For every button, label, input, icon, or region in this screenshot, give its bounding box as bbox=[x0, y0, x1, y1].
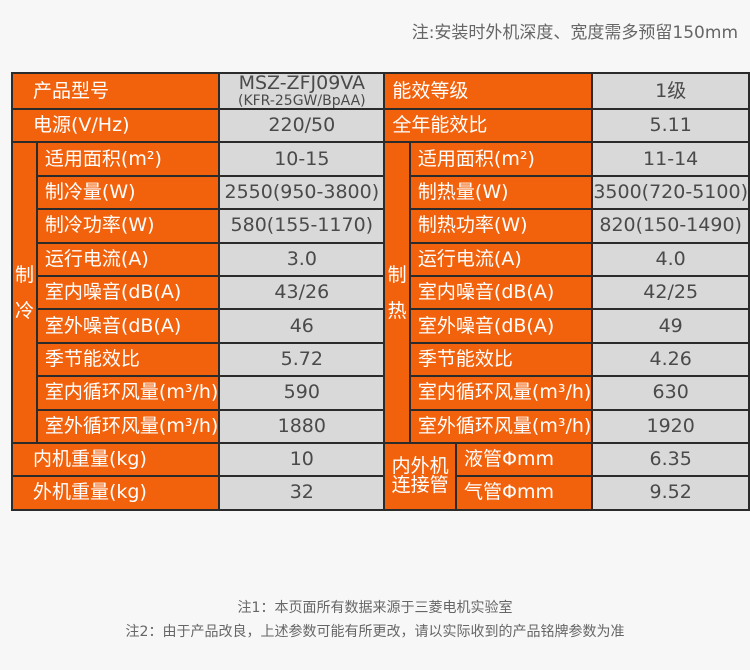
gas-pipe-label: 气管Φmm bbox=[455, 475, 594, 511]
cooling-row-label: 适用面积(m²) bbox=[35, 141, 221, 177]
table-row: 室内噪音(dB(A) 43/26 室内噪音(dB(A) 42/25 bbox=[12, 274, 750, 311]
cooling-row-label: 室外循环风量(m³/h) bbox=[35, 408, 221, 444]
outdoor-weight-label: 外机重量(kg) bbox=[10, 475, 221, 511]
heating-row-value: 4.26 bbox=[591, 341, 750, 378]
efficiency-grade-value: 1级 bbox=[591, 72, 750, 110]
cooling-row-value: 46 bbox=[218, 308, 386, 344]
heating-row-value: 49 bbox=[591, 308, 750, 344]
cooling-row-label: 季节能效比 bbox=[35, 341, 221, 378]
table-row: 内机重量(kg) 10 内外机 连接管 液管Φmm 6.35 bbox=[10, 441, 750, 511]
table-row: 运行电流(A) 3.0 运行电流(A) 4.0 bbox=[12, 241, 750, 277]
cooling-row-value: 5.72 bbox=[218, 341, 386, 378]
heating-row-value: 820(150-1490) bbox=[591, 208, 750, 244]
pipe-group-label: 内外机 连接管 bbox=[383, 441, 458, 511]
heating-row-label: 室外循环风量(m³/h) bbox=[408, 408, 594, 444]
model-number: MSZ-ZFJ09VA bbox=[238, 73, 366, 94]
cooling-row-label: 室外噪音(dB(A) bbox=[35, 308, 221, 344]
heating-row-value: 4.0 bbox=[591, 241, 750, 277]
heating-row-label: 室外噪音(dB(A) bbox=[408, 308, 594, 344]
liquid-pipe-value: 6.35 bbox=[591, 441, 750, 478]
heating-row-label: 室内噪音(dB(A) bbox=[408, 274, 594, 311]
power-value: 220/50 bbox=[218, 107, 386, 144]
table-row: 室外噪音(dB(A) 46 室外噪音(dB(A) 49 bbox=[12, 308, 750, 344]
cooling-row-value: 10-15 bbox=[218, 141, 386, 177]
liquid-pipe-label: 液管Φmm bbox=[455, 441, 594, 478]
heating-row-label: 适用面积(m²) bbox=[408, 141, 594, 177]
cooling-row-label: 室内循环风量(m³/h) bbox=[35, 375, 221, 411]
power-label: 电源(V/Hz) bbox=[10, 107, 221, 144]
table-row: 电源(V/Hz) 220/50 全年能效比 5.11 bbox=[10, 107, 750, 144]
heating-row-label: 运行电流(A) bbox=[408, 241, 594, 277]
cooling-row-label: 制冷量(W) bbox=[35, 174, 221, 211]
spec-table: 产品型号 MSZ-ZFJ09VA (KFR-25GW/BpAA) 能效等级 1级… bbox=[10, 72, 750, 511]
heating-row-value: 1920 bbox=[591, 408, 750, 444]
cooling-row-label: 制冷功率(W) bbox=[35, 208, 221, 244]
apf-label: 全年能效比 bbox=[383, 107, 594, 144]
heating-row-label: 室内循环风量(m³/h) bbox=[408, 375, 594, 411]
table-row: 产品型号 MSZ-ZFJ09VA (KFR-25GW/BpAA) 能效等级 1级 bbox=[10, 72, 750, 110]
table-row: 室外循环风量(m³/h) 1880 室外循环风量(m³/h) 1920 bbox=[12, 408, 750, 444]
model-label: 产品型号 bbox=[10, 72, 221, 110]
heating-row-value: 3500(720-5100) bbox=[591, 174, 750, 211]
cooling-row-label: 运行电流(A) bbox=[35, 241, 221, 277]
top-note: 注:安装时外机深度、宽度需多预留150mm bbox=[411, 23, 738, 43]
cooling-row-value: 580(155-1170) bbox=[218, 208, 386, 244]
heating-row-label: 季节能效比 bbox=[408, 341, 594, 378]
cooling-row-value: 3.0 bbox=[218, 241, 386, 277]
outdoor-weight-value: 32 bbox=[218, 475, 386, 511]
table-row: 制冷量(W) 2550(950-3800) 制热量(W) 3500(720-51… bbox=[12, 174, 750, 211]
indoor-weight-value: 10 bbox=[218, 441, 386, 478]
table-row: 制冷功率(W) 580(155-1170) 制热功率(W) 820(150-14… bbox=[12, 208, 750, 244]
heating-row-label: 制热量(W) bbox=[408, 174, 594, 211]
heating-row-value: 42/25 bbox=[591, 274, 750, 311]
cooling-row-value: 43/26 bbox=[218, 274, 386, 311]
table-row: 外机重量(kg) 32 气管Φmm 9.52 bbox=[10, 475, 750, 511]
apf-value: 5.11 bbox=[591, 107, 750, 144]
table-row: 室内循环风量(m³/h) 590 室内循环风量(m³/h) 630 bbox=[12, 375, 750, 411]
cooling-row-value: 2550(950-3800) bbox=[218, 174, 386, 211]
gas-pipe-value: 9.52 bbox=[591, 475, 750, 511]
table-row: 制冷 适用面积(m²) 10-15 制热 适用面积(m²) 11-14 bbox=[11, 141, 750, 444]
heating-section-label: 制热 bbox=[383, 141, 411, 444]
cooling-row-label: 室内噪音(dB(A) bbox=[35, 274, 221, 311]
efficiency-grade-label: 能效等级 bbox=[383, 72, 594, 110]
heating-row-label: 制热功率(W) bbox=[408, 208, 594, 244]
footnote-2: 注2：由于产品改良，上述参数可能有所更改，请以实际收到的产品铭牌参数为准 bbox=[125, 624, 625, 640]
cooling-row-value: 1880 bbox=[218, 408, 386, 444]
indoor-weight-label: 内机重量(kg) bbox=[10, 441, 221, 478]
model-value: MSZ-ZFJ09VA (KFR-25GW/BpAA) bbox=[218, 72, 386, 110]
model-code: (KFR-25GW/BpAA) bbox=[237, 93, 366, 109]
cooling-row-value: 590 bbox=[218, 375, 386, 411]
heating-row-value: 630 bbox=[591, 375, 750, 411]
footnote-1: 注1：本页面所有数据来源于三菱电机实验室 bbox=[237, 600, 513, 616]
table-row: 季节能效比 5.72 季节能效比 4.26 bbox=[12, 341, 750, 378]
heating-row-value: 11-14 bbox=[591, 141, 750, 177]
cooling-section-label: 制冷 bbox=[11, 141, 38, 444]
